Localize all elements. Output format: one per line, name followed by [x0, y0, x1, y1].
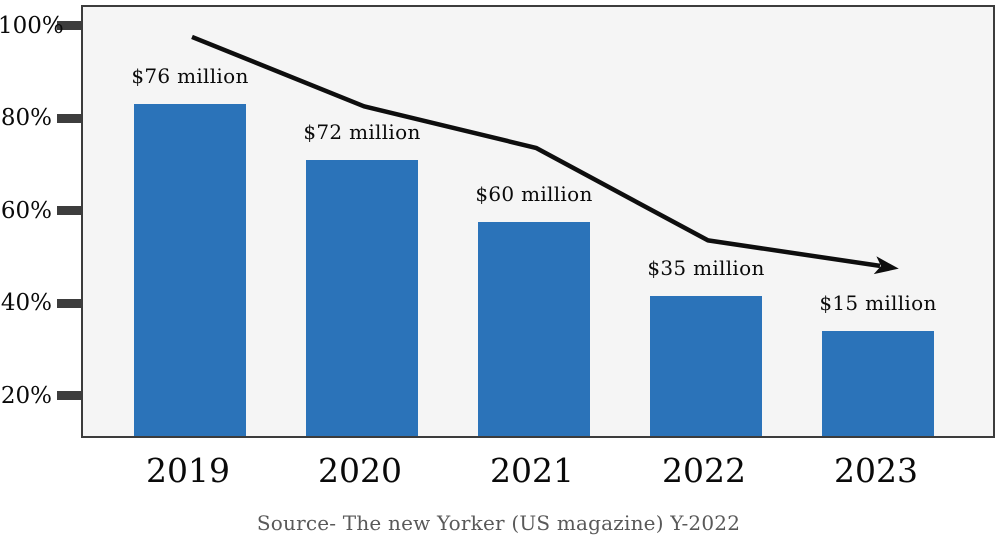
bar-value-label-2023: $15 million	[819, 290, 937, 315]
y-axis-tick-mark	[57, 21, 81, 31]
source-caption: Source- The new Yorker (US magazine) Y-2…	[256, 511, 741, 535]
trend-polyline	[191, 34, 899, 275]
x-axis-label-2022: 2022	[662, 451, 746, 490]
y-axis-tick-label: 100%	[0, 12, 64, 39]
bar-value-label-2020: $72 million	[303, 119, 421, 144]
bar-value-label-2022: $35 million	[647, 256, 765, 281]
bar-2020	[306, 159, 418, 436]
y-axis-tick-mark	[57, 391, 81, 401]
x-axis-label-2023: 2023	[834, 451, 918, 490]
y-axis-tick-label: 60%	[0, 197, 52, 224]
bar-2019	[134, 104, 246, 436]
x-axis-label-2021: 2021	[490, 451, 574, 490]
y-axis-tick-mark	[57, 206, 81, 216]
y-axis-tick-label: 40%	[0, 290, 52, 317]
bar-value-label-2021: $60 million	[475, 182, 593, 207]
y-axis-tick-mark	[57, 113, 81, 123]
trend-line	[191, 34, 899, 275]
bar-labels-layer: $76 million $72 million $60 million $35 mil…	[83, 7, 993, 436]
y-axis-tick-label: 80%	[0, 105, 52, 132]
x-axis-label-2020: 2020	[318, 451, 402, 490]
bar-2022	[650, 296, 762, 436]
x-axis-label-2019: 2019	[146, 451, 230, 490]
y-axis-tick-mark	[57, 298, 81, 308]
bar-2023	[822, 330, 934, 436]
y-axis-tick-label: 20%	[0, 382, 52, 409]
plot-area: $76 million $72 million $60 million $35 mil…	[81, 5, 995, 438]
bar-2021	[478, 222, 590, 436]
bar-value-label-2019: $76 million	[131, 64, 249, 89]
bars-layer	[83, 7, 993, 436]
